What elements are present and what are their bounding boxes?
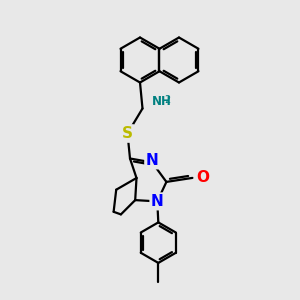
Text: S: S xyxy=(122,126,133,141)
Text: O: O xyxy=(196,170,209,185)
Text: N: N xyxy=(146,153,158,168)
Text: N: N xyxy=(151,194,164,209)
Text: 2: 2 xyxy=(164,95,171,105)
Text: NH: NH xyxy=(152,94,171,107)
